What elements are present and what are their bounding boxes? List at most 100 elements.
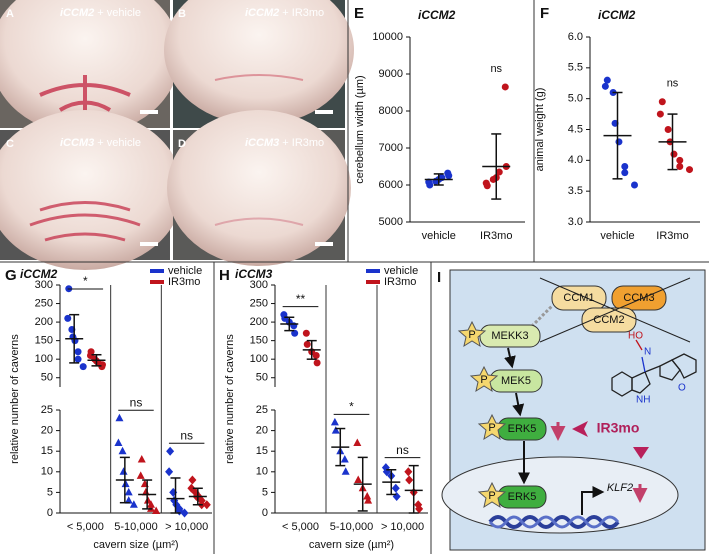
data-point	[404, 467, 413, 477]
panel-letter: I	[437, 269, 441, 286]
data-point	[312, 351, 320, 359]
photo-caption: iCCM3 + IR3mo	[245, 137, 324, 149]
data-point	[79, 363, 87, 371]
y-tick-label: 6000	[379, 179, 403, 191]
transcription-arrow	[581, 486, 605, 515]
data-point	[615, 138, 623, 146]
data-point	[188, 475, 197, 485]
data-point	[601, 82, 609, 90]
phospho-star	[469, 365, 499, 393]
significance-label: ns	[490, 63, 502, 75]
data-point	[98, 363, 106, 371]
panel-letter: H	[219, 267, 230, 284]
y-tick-label: 7000	[379, 142, 403, 154]
data-point	[74, 348, 82, 356]
data-point	[180, 508, 189, 518]
bond	[641, 356, 646, 373]
data-point	[330, 417, 339, 426]
panel-letter: G	[5, 267, 17, 284]
node-label: CCM1	[563, 292, 594, 304]
node-label: MEK5	[501, 375, 531, 387]
data-point	[603, 76, 611, 84]
data-point	[363, 492, 372, 500]
y-axis-label: cerebellum width (µm)	[354, 75, 366, 183]
significance-label: ns	[130, 395, 143, 409]
data-point	[415, 504, 424, 514]
treatment: + vehicle	[97, 137, 141, 149]
x-tick-label: vehicle	[422, 230, 456, 242]
legend-label: IR3mo	[384, 276, 416, 288]
node-label: CCM2	[593, 314, 624, 326]
molecule	[611, 339, 697, 397]
arrow	[504, 347, 516, 369]
chart-title: iCCM2	[20, 267, 58, 281]
y-tick-label: 0	[47, 507, 53, 519]
data-point	[114, 438, 123, 446]
phospho-label: P	[488, 490, 495, 502]
bond	[644, 365, 661, 373]
data-point	[341, 467, 350, 475]
data-point	[303, 340, 311, 348]
y-tick-label: 200	[250, 316, 268, 328]
photo-a	[0, 0, 180, 135]
y-tick-label: 150	[250, 335, 268, 347]
ring	[670, 353, 697, 379]
phospho-label: P	[488, 422, 495, 434]
x-tick-label: IR3mo	[656, 230, 688, 242]
legend-swatch	[366, 280, 380, 284]
phospho-star	[477, 481, 507, 509]
photo-caption: iCCM2 + vehicle	[60, 7, 141, 19]
significance-label: ns	[180, 428, 193, 442]
data-point	[501, 83, 509, 91]
gene-label: KLF2	[607, 482, 633, 494]
y-tick-label: 15	[256, 445, 268, 457]
mekk3	[479, 324, 541, 348]
y-tick-label: 150	[35, 335, 53, 347]
atom: NH	[636, 395, 650, 406]
gene: iCCM3	[60, 137, 94, 149]
panel-letter: E	[354, 5, 364, 22]
x-tick-label: vehicle	[600, 230, 634, 242]
x-tick-label: < 5,000	[282, 521, 319, 533]
data-point	[444, 169, 452, 177]
y-tick-label: 10	[256, 466, 268, 478]
y-tick-label: 6.0	[568, 31, 583, 43]
y-tick-label: 4.5	[568, 123, 583, 135]
data-point	[656, 110, 664, 118]
panel-letter: F	[540, 5, 549, 22]
data-point	[143, 496, 152, 504]
y-tick-label: 3.5	[568, 185, 583, 197]
legend-label: vehicle	[384, 265, 418, 277]
y-axis-label: relative number of caverns	[224, 334, 236, 464]
gene: iCCM2	[245, 7, 279, 19]
gene: iCCM2	[60, 7, 94, 19]
legend-swatch	[150, 269, 164, 273]
data-point	[664, 126, 672, 133]
data-point	[118, 446, 127, 455]
data-point	[658, 98, 666, 106]
data-point	[482, 179, 490, 187]
data-point	[136, 471, 145, 479]
significance-label: ns	[667, 78, 679, 90]
legend-swatch	[150, 280, 164, 284]
x-tick-label: IR3mo	[480, 230, 512, 242]
y-tick-label: 300	[250, 279, 268, 291]
data-point	[121, 479, 130, 488]
treatment: + IR3mo	[282, 137, 324, 149]
data-point	[291, 329, 299, 337]
panel-letter: C	[6, 138, 14, 150]
node-label: ERK5	[508, 491, 537, 503]
data-point	[353, 438, 362, 446]
y-tick-label: 25	[41, 404, 53, 416]
photo-caption: iCCM2 + IR3mo	[245, 7, 324, 19]
significance-label: **	[296, 292, 306, 306]
data-point	[392, 492, 401, 502]
photo-d	[167, 110, 351, 266]
arrow	[512, 392, 525, 417]
y-tick-label: 0	[262, 507, 268, 519]
ccm2	[581, 307, 637, 333]
atom: N	[644, 347, 651, 358]
data-point	[64, 314, 72, 322]
data-point	[354, 475, 363, 484]
